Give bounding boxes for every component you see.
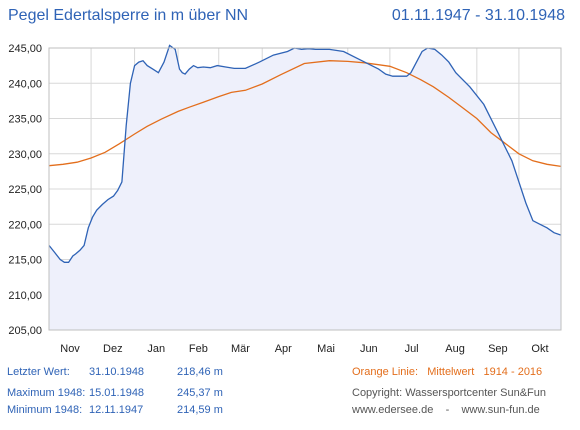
stat-min-label: Minimum 1948: <box>7 404 83 416</box>
stat-max-row: Maximum 1948: 15.01.1948 245,37 m <box>7 385 223 402</box>
website-row: www.edersee.de - www.sun-fun.de <box>352 402 546 419</box>
chart-title: Pegel Edertalsperre in m über NN <box>8 7 249 24</box>
x-tick-label: Jan <box>147 343 165 355</box>
plot-border <box>48 47 562 331</box>
stat-min-date: 12.11.1947 <box>89 404 144 416</box>
chart-period: 01.11.1947 - 31.10.1948 <box>391 7 565 24</box>
legend-mean-label: Mittelwert <box>427 366 475 378</box>
x-tick-label: Jul <box>405 343 419 355</box>
stat-max-label: Maximum 1948: <box>7 387 86 399</box>
website-link-edersee[interactable]: www.edersee.de <box>352 404 434 416</box>
y-tick-label: 210,00 <box>8 290 42 302</box>
x-tick-label: Mär <box>231 343 250 355</box>
stat-min-row: Minimum 1948: 12.11.1947 214,59 m <box>7 402 223 419</box>
y-tick-label: 240,00 <box>8 78 42 90</box>
stat-last-label: Letzter Wert: <box>7 366 70 378</box>
x-tick-label: Aug <box>445 343 465 355</box>
x-tick-label: Mai <box>317 343 335 355</box>
website-link-sunfun[interactable]: www.sun-fun.de <box>461 404 540 416</box>
legend-mean-years: 1914 - 2016 <box>483 366 543 378</box>
stat-last-value: 218,46 m <box>177 366 223 378</box>
website-separator: - <box>445 404 450 416</box>
copyright-text: Copyright: Wassersportcenter Sun&Fun <box>352 387 547 399</box>
stat-min-value: 214,59 m <box>177 404 223 416</box>
stat-max-date: 15.01.1948 <box>89 387 145 399</box>
x-axis: Nov Dez Jan Feb Mär Apr Mai Jun Jul Aug Sep Okt <box>60 343 548 355</box>
stat-last-row: Letzter Wert: 31.10.1948 218,46 m <box>7 364 223 381</box>
x-tick-label: Sep <box>488 343 508 355</box>
y-tick-label: 205,00 <box>8 325 42 337</box>
y-tick-label: 215,00 <box>8 255 42 267</box>
x-tick-label: Dez <box>103 343 123 355</box>
y-tick-label: 225,00 <box>8 184 42 196</box>
y-axis: 205,00 210,00 215,00 220,00 225,00 230,00 235,… <box>8 43 42 337</box>
legend-panel: Orange Linie: Mittelwert 1914 - 2016 Cop… <box>352 364 546 419</box>
legend-orange-label: Orange Linie: <box>352 366 419 378</box>
x-tick-label: Apr <box>275 343 292 355</box>
legend-orange-row: Orange Linie: Mittelwert 1914 - 2016 <box>352 364 546 381</box>
x-tick-label: Nov <box>60 343 80 355</box>
level-series-line <box>48 44 562 263</box>
y-tick-label: 235,00 <box>8 114 42 126</box>
stat-last-date: 31.10.1948 <box>89 366 145 378</box>
mean-series-line <box>48 60 562 168</box>
x-tick-label: Okt <box>531 343 548 355</box>
stat-max-value: 245,37 m <box>177 387 223 399</box>
y-tick-label: 245,00 <box>8 43 42 55</box>
y-tick-label: 220,00 <box>8 219 42 231</box>
level-area <box>49 45 561 331</box>
y-tick-label: 230,00 <box>8 149 42 161</box>
stats-panel: Letzter Wert: 31.10.1948 218,46 m Maximum … <box>7 364 223 419</box>
x-tick-label: Jun <box>360 343 378 355</box>
x-tick-label: Feb <box>189 343 208 355</box>
